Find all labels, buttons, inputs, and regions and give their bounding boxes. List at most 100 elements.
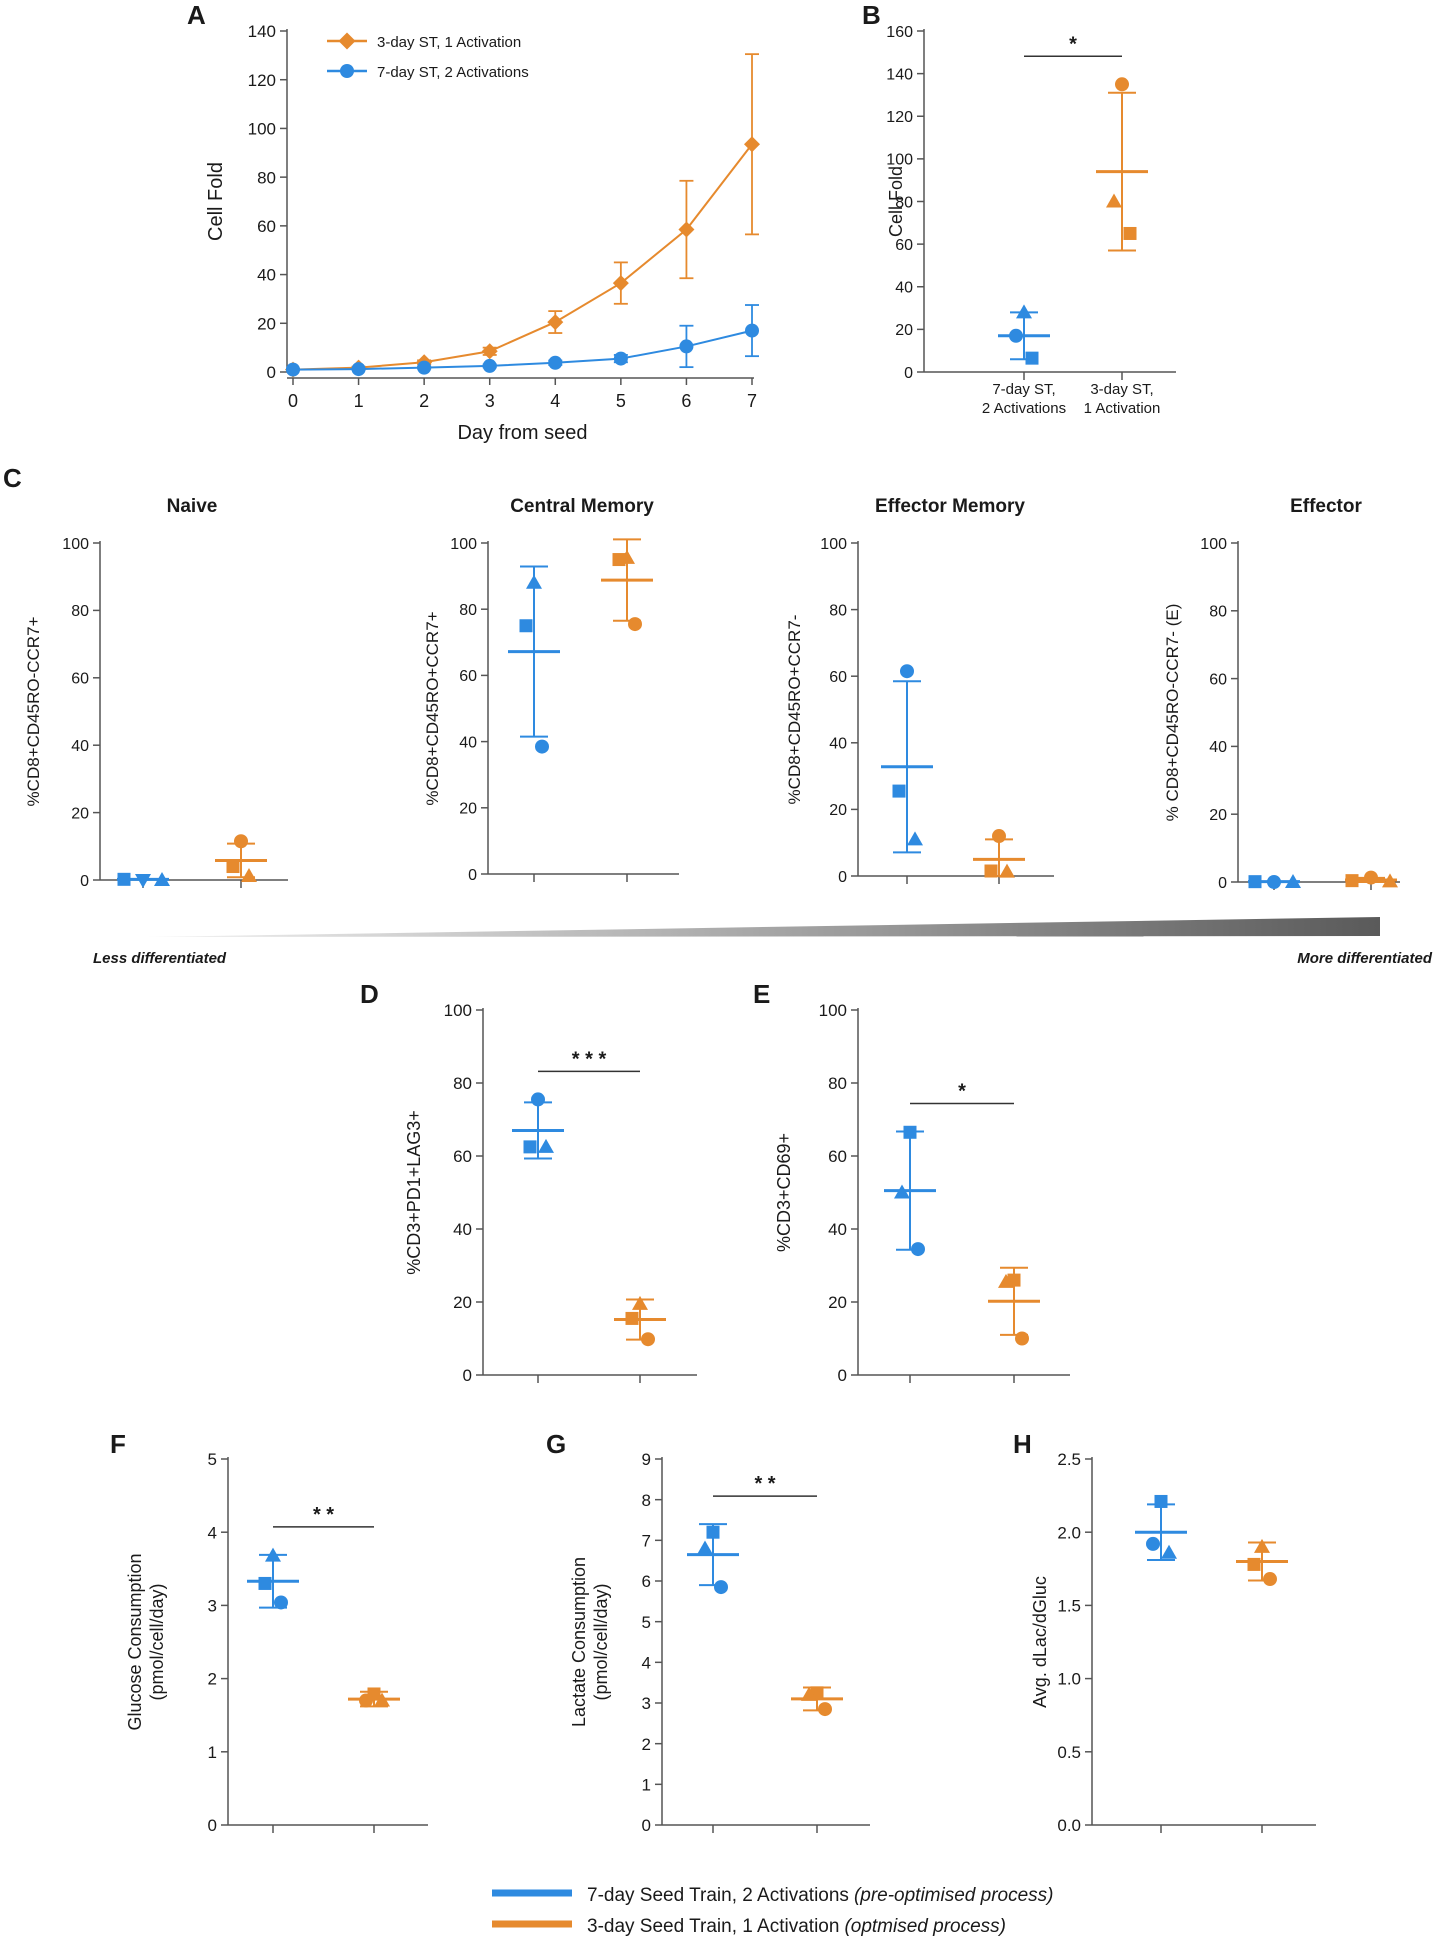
chart-d-y-tick-label: 0 [463,1366,472,1385]
chart-c-effector-y-tick-label: 80 [1209,604,1227,621]
chart-g-group-0 [687,1523,739,1595]
chart-g-y-tick-label: 1 [642,1775,651,1794]
chart-b-y-label: Cell Fold [886,166,906,237]
chart-b-data-point [1106,193,1122,208]
chart-g-y-tick-label: 3 [642,1694,651,1713]
chart-b-y-tick-label: 120 [886,109,913,126]
chart-a-series-line [292,329,753,371]
bottom-legend-label-3day: 3-day Seed Train, 1 Activation (optmised … [587,1916,1006,1937]
chart-h-y-tick-label: 0.5 [1057,1743,1081,1762]
chart-a-series-0 [285,53,760,378]
chart-g-data-point [714,1580,728,1595]
chart-c-effector-y-tick-label: 0 [1218,875,1227,892]
chart-c-naive-data-point [241,867,257,882]
chart-d-data-point [641,1332,655,1347]
chart-c-naive-y-tick-label: 0 [80,873,89,890]
chart-c-effector-memory-data-point [892,784,906,798]
chart-c-naive-data-point [154,872,170,886]
chart-a-point [417,360,432,375]
chart-h-y-tick-label: 0.0 [1057,1816,1081,1835]
chart-a-x-tick-label: 6 [681,391,691,411]
chart-f-y-tick-label: 3 [208,1597,217,1616]
chart-b-y-tick-label: 0 [904,365,913,382]
chart-h-group-1 [1236,1538,1288,1587]
chart-f-data-point [374,1692,390,1707]
chart-c-central-memory-y-tick-label: 60 [459,668,477,685]
chart-b-data-point [1009,328,1023,343]
chart-d-data-point [523,1140,537,1154]
chart-d-significance-label: * * * [572,1048,607,1070]
less-differentiated-label: Less differentiated [93,950,227,967]
chart-c-naive-data-point [226,860,240,874]
chart-a-point [678,221,695,238]
chart-b-category-label: 7-day ST, [992,381,1055,398]
chart-g-y-label: (pmol/cell/day) [591,1583,611,1700]
chart-e-data-point [894,1184,910,1199]
chart-a-y-tick-label: 60 [257,217,276,236]
chart-h-data-point [1161,1544,1177,1559]
chart-c-effector-data-point [1285,874,1301,888]
chart-a-x-tick-label: 1 [354,391,364,411]
chart-c-effector-memory-y-tick-label: 60 [829,669,847,686]
chart-a-y-tick-label: 20 [257,314,276,333]
chart-d-y-tick-label: 80 [453,1074,472,1093]
chart-g-data-point [801,1686,817,1701]
chart-c-naive-y-tick-label: 100 [62,536,89,553]
chart-a-y-tick-label: 0 [267,363,276,382]
chart-a-y-tick-label: 100 [248,120,276,139]
chart-c-effector-memory-data-point [900,664,914,679]
chart-a-y-tick-label: 80 [257,168,276,187]
chart-e-y-tick-label: 60 [828,1147,847,1166]
chart-c-effector-data-point [1345,874,1359,888]
panel-letter-g: G [546,1429,566,1459]
chart-g: 0 1 2 3 4 5 6 7 8 9 Lactate Consumption (pmol/cell/… [569,1450,870,1835]
legend-a-label-3day: 3-day ST, 1 Activation [377,34,521,51]
chart-h-y-tick-label: 2.0 [1057,1523,1081,1542]
chart-c-central-memory-y-tick-label: 80 [459,602,477,619]
chart-e-data-point [911,1242,925,1257]
chart-a-y-tick-label: 140 [248,22,276,41]
chart-e-group-0 [884,1125,936,1257]
chart-b-data-point [1025,351,1039,365]
chart-g-y-tick-label: 2 [642,1735,651,1754]
chart-a-point [612,275,629,292]
chart-g-y-tick-label: 4 [642,1653,651,1672]
chart-c-central-memory-data-point [519,619,533,633]
chart-h-data-point [1154,1494,1168,1508]
chart-b-y-tick-label: 80 [895,194,913,211]
chart-c-effector-y-label: % CD8+CD45RO-CCR7- (E) [1163,604,1182,822]
chart-b-category-label: 3-day ST, [1090,381,1153,398]
chart-b-y-tick-label: 160 [886,24,913,41]
chart-a-point [482,358,497,373]
chart-c-effector-memory-y-tick-label: 40 [829,736,847,753]
chart-a: 0 20 40 60 80 100 120 140 0 1 2 3 4 5 6 7 Day from seed C… [205,22,760,444]
chart-c-central-memory-y-tick-label: 20 [459,801,477,818]
chart-a-point [744,136,760,153]
chart-c-naive-group-1 [215,834,267,882]
panel-letter-b: B [862,0,881,30]
chart-g-y-label: Lactate Consumption [569,1557,589,1727]
chart-h-y-label: Avg. dLac/dGluc [1030,1576,1050,1708]
chart-b-group-1 [1096,77,1148,252]
chart-c-central-memory-y-tick-label: 0 [468,867,477,884]
chart-c-effector-data-point [1382,873,1398,888]
chart-e-group-1 [988,1266,1040,1346]
chart-d-data-point [632,1295,648,1310]
chart-c-effector-data-point [1364,870,1378,885]
chart-g-y-tick-label: 8 [642,1491,651,1510]
chart-c-naive-y-tick-label: 40 [71,738,89,755]
chart-c-effector-memory-data-point [984,864,998,878]
legend-a-marker-7day [340,64,354,78]
chart-f-significance-label: * * [313,1504,334,1526]
more-differentiated-label: More differentiated [1297,950,1433,967]
panel-letter-a: A [187,0,206,30]
chart-d-y-tick-label: 40 [453,1220,472,1239]
chart-g-y-tick-label: 6 [642,1572,651,1591]
chart-c-effector-memory-group-1 [973,829,1025,878]
chart-f: 0 1 2 3 4 5 Glucose Consumption (pmol/cell/day)… [125,1450,428,1835]
chart-e-y-tick-label: 0 [838,1366,847,1385]
chart-g-y-tick-label: 9 [642,1450,651,1469]
